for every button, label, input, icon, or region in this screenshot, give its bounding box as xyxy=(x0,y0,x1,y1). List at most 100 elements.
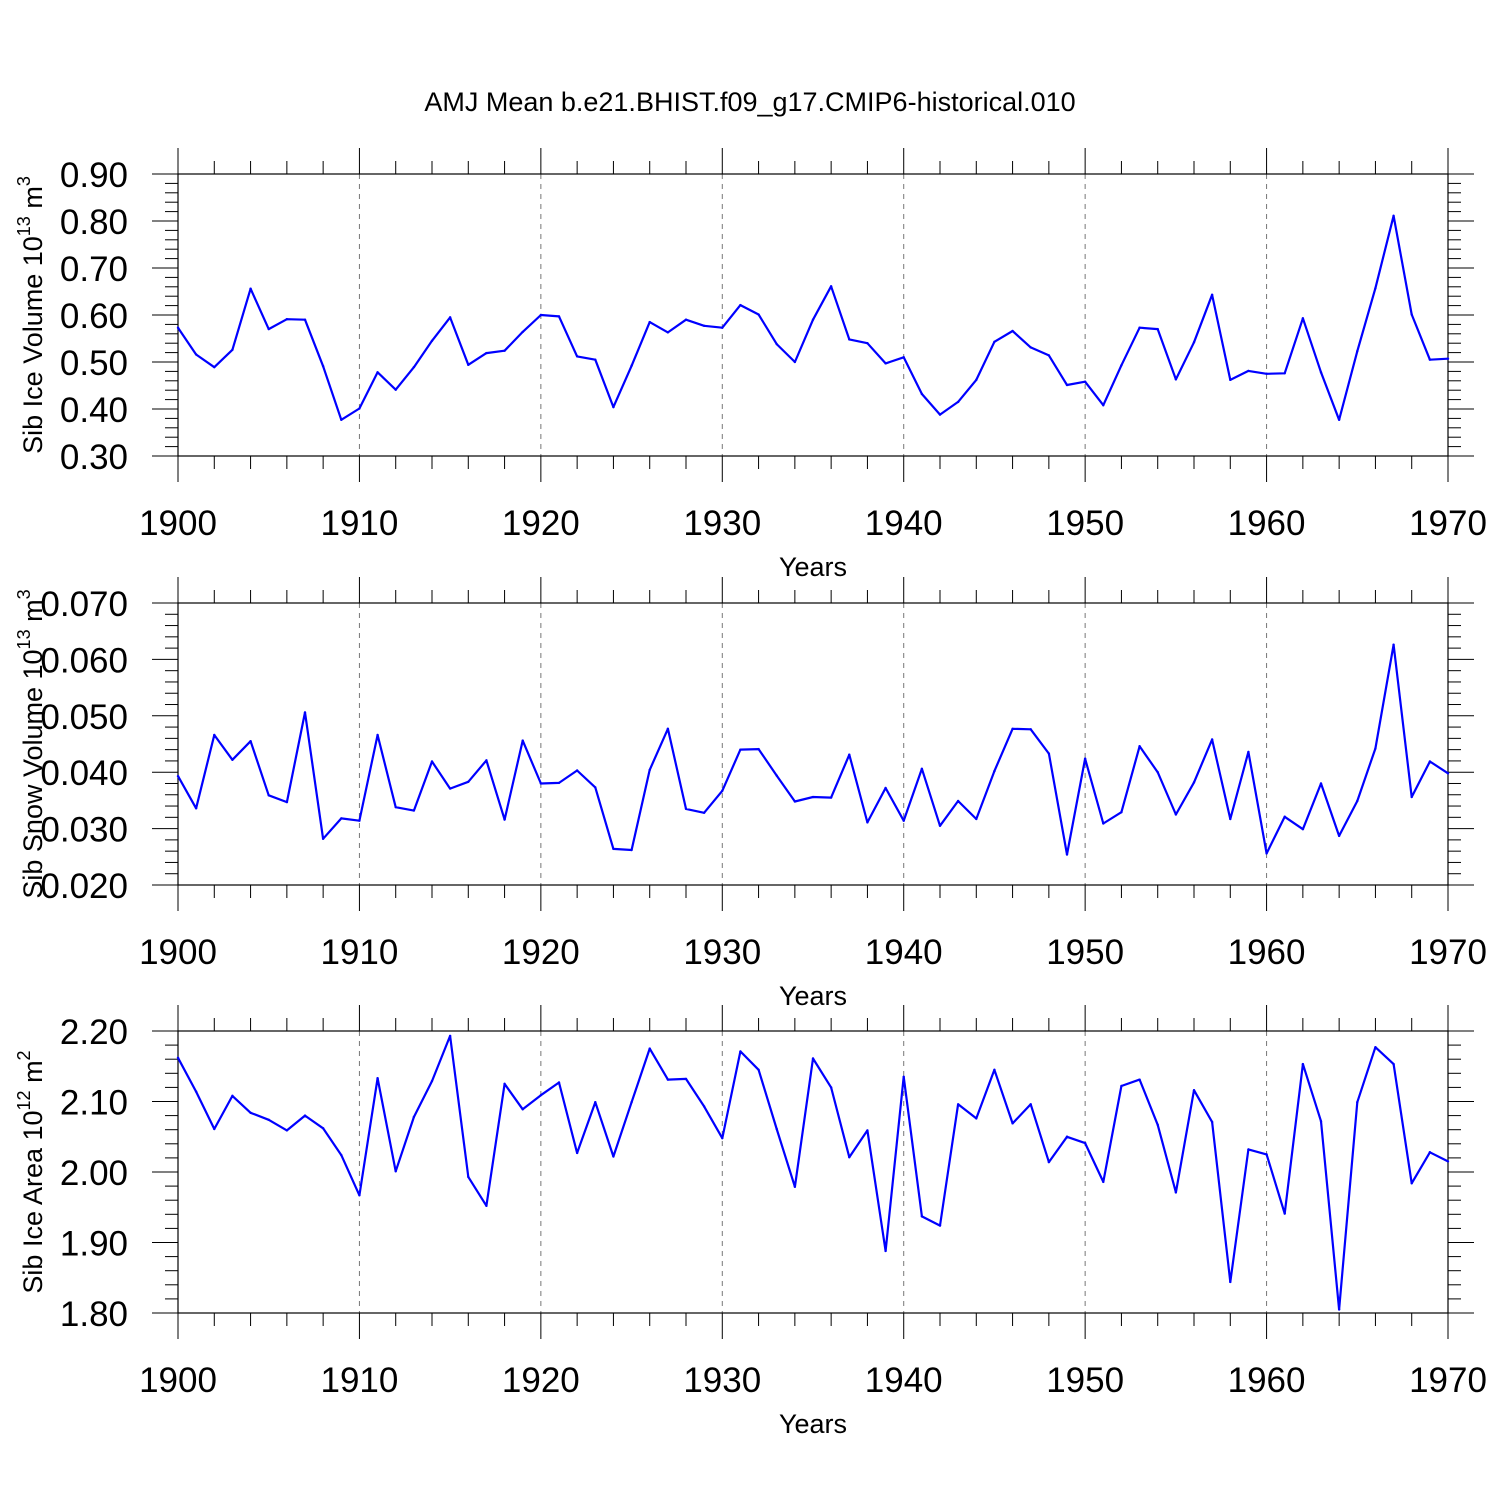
data-point xyxy=(1102,1180,1105,1184)
data-point xyxy=(557,1081,561,1084)
data-point xyxy=(1210,738,1214,741)
data-point xyxy=(993,1068,996,1071)
data-point xyxy=(666,331,670,334)
data-point xyxy=(1065,383,1069,387)
data-point xyxy=(757,1068,760,1071)
data-point xyxy=(303,318,307,321)
data-point xyxy=(1247,750,1250,754)
data-point xyxy=(1011,1122,1014,1125)
data-point xyxy=(249,1111,252,1114)
x-tick-label: 1940 xyxy=(865,504,943,543)
data-point xyxy=(884,362,887,365)
y-tick-label: 0.90 xyxy=(60,156,128,195)
data-point xyxy=(394,1170,397,1173)
data-point xyxy=(1065,1135,1069,1138)
x-tick-label: 1900 xyxy=(139,1361,217,1400)
data-point xyxy=(412,1115,416,1119)
data-point xyxy=(1319,782,1323,785)
data-point xyxy=(811,1057,815,1060)
data-point xyxy=(285,318,289,321)
data-point xyxy=(594,1101,597,1104)
data-point xyxy=(866,342,869,345)
data-point xyxy=(376,733,379,737)
data-point xyxy=(176,1056,180,1059)
data-point xyxy=(448,1034,452,1038)
y-tick-label: 0.80 xyxy=(60,203,128,242)
plot-frame xyxy=(177,602,1449,886)
data-point xyxy=(231,348,234,351)
data-point xyxy=(340,418,343,422)
data-point xyxy=(793,800,797,803)
data-point xyxy=(1265,852,1268,855)
data-point xyxy=(249,739,252,743)
data-point xyxy=(1083,380,1087,383)
x-tick-label: 1940 xyxy=(865,1361,943,1400)
data-point xyxy=(539,782,543,785)
data-point xyxy=(503,1082,506,1086)
y-tick-label: 2.00 xyxy=(60,1154,128,1193)
data-point xyxy=(539,1093,543,1097)
x-tick-label: 1960 xyxy=(1228,933,1306,972)
data-point xyxy=(1138,1078,1141,1081)
data-point xyxy=(1120,364,1123,367)
x-tick-label: 1950 xyxy=(1046,933,1124,972)
data-point xyxy=(975,817,978,821)
data-point xyxy=(521,739,524,742)
data-point xyxy=(321,1127,325,1130)
data-point xyxy=(1192,341,1196,344)
data-point xyxy=(1029,1103,1032,1106)
data-point xyxy=(1120,811,1123,814)
data-point xyxy=(213,365,216,369)
y-tick-label: 0.020 xyxy=(40,867,128,906)
x-tick-label: 1970 xyxy=(1409,933,1487,972)
x-tick-label: 1920 xyxy=(502,933,580,972)
data-point xyxy=(956,1103,960,1106)
data-point xyxy=(303,711,307,714)
data-point xyxy=(213,733,216,737)
data-point xyxy=(1283,1212,1286,1215)
data-point xyxy=(1156,771,1159,774)
data-point xyxy=(285,800,289,804)
data-point xyxy=(267,1118,270,1122)
y-axis-label-ylabel-main: Sib Snow Volume 10 xyxy=(18,649,48,898)
data-point xyxy=(848,1155,851,1159)
data-point xyxy=(721,326,724,329)
data-point xyxy=(503,818,506,821)
data-point xyxy=(1337,1308,1341,1311)
data-point xyxy=(739,1050,742,1053)
data-point xyxy=(594,358,597,361)
data-point xyxy=(684,318,688,321)
data-point xyxy=(1265,1153,1268,1156)
data-point xyxy=(630,364,633,367)
data-point xyxy=(213,1127,216,1131)
data-point xyxy=(648,320,651,324)
data-point xyxy=(448,787,452,790)
data-point xyxy=(340,817,343,820)
y-tick-label: 0.030 xyxy=(40,811,128,850)
data-point xyxy=(1428,358,1432,361)
data-point xyxy=(1446,772,1450,775)
data-point xyxy=(793,1185,797,1189)
data-point xyxy=(757,313,760,316)
data-point xyxy=(485,759,488,762)
y-axis-label-ylabel-exp: 13 xyxy=(14,629,34,649)
data-point xyxy=(1138,326,1141,329)
y-tick-label: 0.30 xyxy=(60,438,128,477)
data-point xyxy=(1410,1182,1413,1185)
data-point xyxy=(829,796,833,799)
data-point xyxy=(321,365,325,368)
data-point xyxy=(848,753,851,756)
data-point xyxy=(721,1136,724,1140)
data-point xyxy=(1102,822,1105,825)
data-point xyxy=(340,1153,343,1157)
data-point xyxy=(866,821,869,824)
y-tick-label: 0.040 xyxy=(40,754,128,793)
data-point xyxy=(775,342,778,346)
data-point xyxy=(467,780,470,783)
data-point xyxy=(1047,1160,1051,1164)
data-point xyxy=(612,405,615,409)
data-point xyxy=(1301,1062,1305,1066)
x-tick-label: 1910 xyxy=(320,1361,398,1400)
data-point xyxy=(956,799,960,803)
data-point xyxy=(1356,349,1359,353)
